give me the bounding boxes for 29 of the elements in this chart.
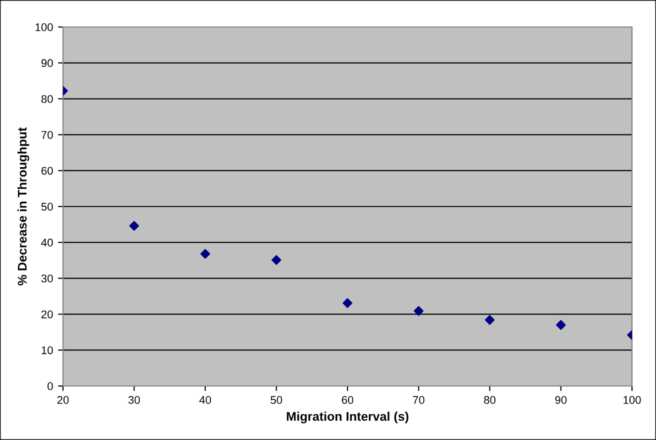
y-tick-label: 0 [48, 382, 53, 390]
y-tick-label: 20 [41, 310, 53, 318]
x-tick-label: 30 [128, 396, 140, 404]
y-tick-label: 80 [41, 95, 53, 103]
point [342, 298, 352, 308]
x-tick-label: 90 [555, 396, 567, 404]
y-tick-label: 100 [36, 23, 53, 32]
x-tick-label: 50 [270, 396, 282, 404]
x-tick-label: 60 [342, 396, 354, 404]
y-tick-label: 10 [42, 346, 53, 354]
point [200, 249, 210, 259]
y-tick-label: 70 [41, 130, 53, 139]
x-tick-label: 80 [484, 396, 496, 404]
x-tick-label: 70 [413, 396, 424, 404]
y-tick-label: 50 [41, 202, 53, 211]
y-tick-label: 30 [41, 274, 53, 282]
point [556, 320, 566, 330]
x-tick-label: 100 [624, 396, 641, 404]
y-axis-title: % Decrease in Throughput [17, 127, 30, 286]
point [272, 255, 282, 265]
point [484, 315, 495, 325]
y-tick-label: 60 [41, 166, 53, 175]
y-tick-label: 40 [41, 238, 53, 247]
x-tick-label: 20 [57, 396, 69, 404]
x-axis-title: Migration Interval (s) [286, 412, 408, 424]
point [129, 221, 139, 231]
point [414, 306, 424, 316]
y-tick-label: 90 [41, 59, 53, 68]
x-tick-label: 40 [199, 396, 211, 404]
